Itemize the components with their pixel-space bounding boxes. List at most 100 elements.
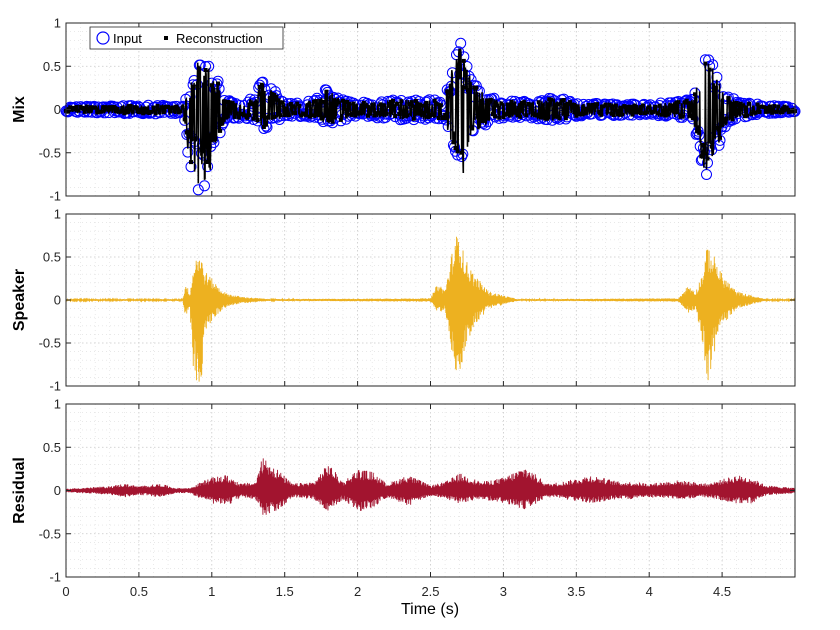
reconstruction-point <box>670 103 675 108</box>
reconstruction-point <box>474 85 479 90</box>
reconstruction-point <box>347 103 352 108</box>
reconstruction-point <box>89 105 93 110</box>
reconstruction-point <box>507 113 512 118</box>
x-axis-label: Time (s) <box>401 601 459 618</box>
reconstruction-point <box>611 113 616 117</box>
reconstruction-point <box>203 68 208 72</box>
reconstruction-point <box>453 146 458 150</box>
y-tick-label: -0.5 <box>39 336 61 351</box>
reconstruction-point <box>432 98 437 103</box>
reconstruction-point <box>111 105 116 109</box>
reconstruction-point <box>686 101 691 106</box>
reconstruction-point <box>143 110 148 115</box>
reconstruction-point <box>399 99 404 104</box>
reconstruction-point <box>130 109 135 114</box>
reconstruction-point <box>443 112 448 117</box>
reconstruction-point <box>463 85 468 90</box>
reconstruction-point <box>770 110 775 115</box>
reconstruction-point <box>518 114 523 119</box>
reconstruction-point <box>461 58 466 63</box>
y-tick-label: -0.5 <box>39 145 61 160</box>
reconstruction-point <box>424 100 429 105</box>
reconstruction-point <box>499 101 504 106</box>
reconstruction-point <box>126 104 131 109</box>
reconstruction-point <box>699 154 704 159</box>
reconstruction-point <box>418 102 423 107</box>
reconstruction-point <box>484 98 489 103</box>
reconstruction-point <box>636 110 641 114</box>
reconstruction-point <box>395 101 400 106</box>
reconstruction-point <box>420 103 425 108</box>
reconstruction-point <box>545 116 550 121</box>
reconstruction-point <box>378 102 383 107</box>
reconstruction-point <box>659 112 664 117</box>
legend-reconstruction-label: Reconstruction <box>176 31 263 46</box>
x-tick-label: 0.5 <box>130 584 148 599</box>
reconstruction-point <box>776 104 781 109</box>
reconstruction-point <box>180 105 185 110</box>
reconstruction-point <box>243 113 248 118</box>
reconstruction-point <box>155 103 160 108</box>
reconstruction-point <box>745 113 750 118</box>
reconstruction-point <box>220 121 225 126</box>
reconstruction-point <box>470 126 475 131</box>
reconstruction-point <box>778 110 783 115</box>
reconstruction-point <box>282 113 287 118</box>
reconstruction-point <box>516 113 520 117</box>
reconstruction-point <box>497 115 502 120</box>
reconstruction-point <box>632 103 637 108</box>
reconstruction-point <box>759 104 764 109</box>
reconstruction-point <box>413 98 418 103</box>
y-tick-label: 0.5 <box>43 59 61 74</box>
reconstruction-point <box>609 111 614 116</box>
reconstruction-point <box>751 110 756 115</box>
reconstruction-point <box>541 114 545 119</box>
reconstruction-point <box>193 136 198 141</box>
reconstruction-point <box>161 110 166 115</box>
legend-box <box>89 26 284 50</box>
reconstruction-point <box>790 109 795 114</box>
reconstruction-point <box>755 102 760 107</box>
reconstruction-point <box>547 97 552 102</box>
reconstruction-point <box>641 103 645 108</box>
reconstruction-point <box>276 98 281 103</box>
reconstruction-point <box>582 111 587 116</box>
reconstruction-point <box>324 89 329 94</box>
legend-input-label: Input <box>113 31 142 46</box>
reconstruction-point <box>765 109 770 114</box>
reconstruction-point <box>353 113 358 118</box>
reconstruction-point <box>457 74 462 79</box>
reconstruction-point <box>268 97 273 101</box>
reconstruction-point <box>505 102 510 107</box>
reconstruction-point <box>588 104 593 109</box>
reconstruction-point <box>480 119 485 124</box>
signal-line <box>65 236 796 382</box>
reconstruction-point <box>720 123 725 128</box>
reconstruction-point <box>726 96 731 101</box>
reconstruction-point <box>253 100 258 105</box>
reconstruction-point <box>622 104 627 109</box>
reconstruction-point <box>416 111 420 116</box>
reconstruction-point <box>191 84 196 89</box>
reconstruction-point <box>409 100 414 105</box>
reconstruction-point <box>520 100 525 105</box>
reconstruction-point <box>286 113 291 118</box>
reconstruction-point <box>388 99 393 104</box>
reconstruction-point <box>626 104 631 109</box>
reconstruction-point <box>563 116 568 121</box>
reconstruction-point <box>284 112 289 117</box>
reconstruction-point <box>449 86 454 91</box>
reconstruction-point <box>195 84 200 89</box>
reconstruction-point <box>732 102 737 107</box>
reconstruction-point <box>693 92 697 97</box>
reconstruction-point <box>676 100 681 105</box>
reconstruction-point <box>120 109 125 113</box>
reconstruction-point <box>278 113 283 118</box>
reconstruction-point <box>168 109 173 114</box>
reconstruction-point <box>368 111 373 116</box>
signal <box>65 236 796 382</box>
y-axis-label: Mix <box>11 96 28 123</box>
reconstruction-point <box>70 105 75 110</box>
reconstruction-point <box>422 113 427 118</box>
